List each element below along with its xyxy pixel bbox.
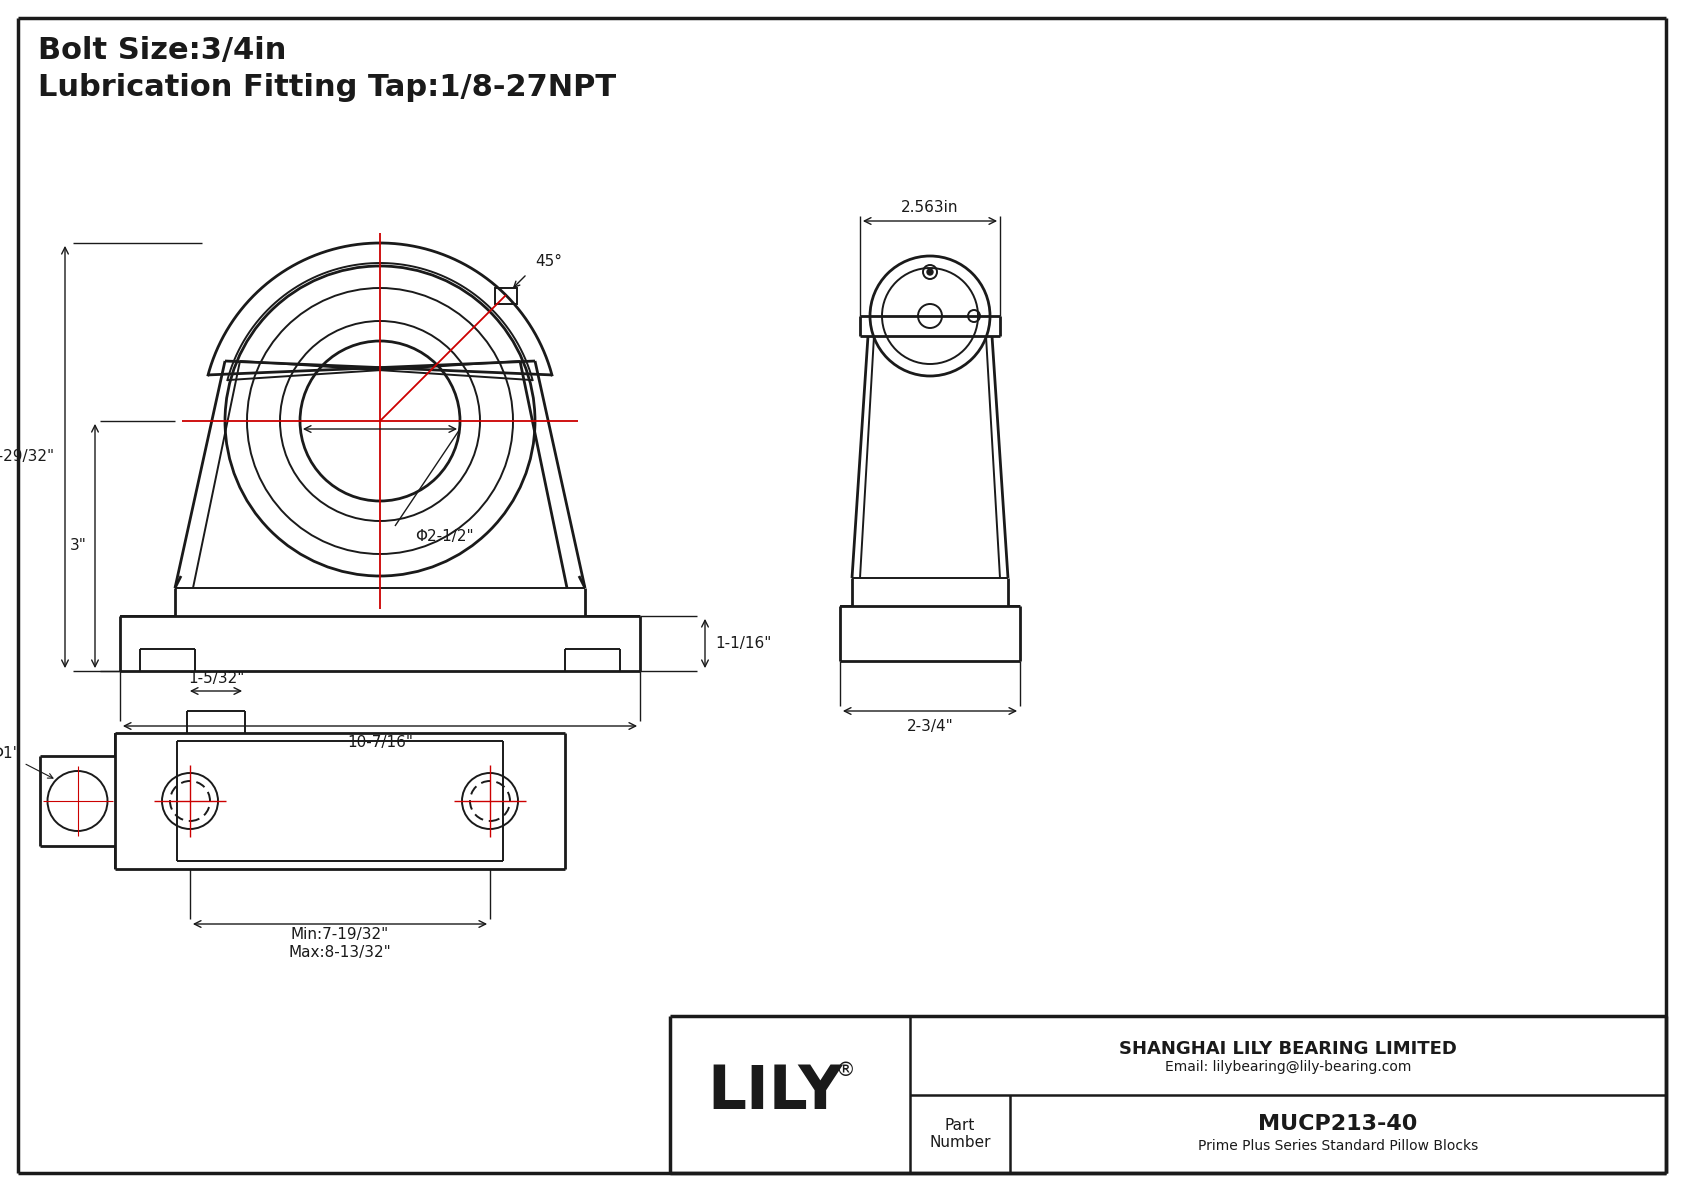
Text: Min:7-19/32": Min:7-19/32" [291, 927, 389, 942]
Text: MUCP213-40: MUCP213-40 [1258, 1114, 1418, 1134]
Text: 5-29/32": 5-29/32" [0, 449, 56, 464]
Text: 1-5/32": 1-5/32" [189, 672, 244, 686]
Text: Bolt Size:3/4in: Bolt Size:3/4in [39, 36, 286, 66]
Text: ®: ® [835, 1061, 855, 1080]
Text: 2-3/4": 2-3/4" [906, 719, 953, 735]
Text: 10-7/16": 10-7/16" [347, 735, 413, 749]
Text: Email: lilybearing@lily-bearing.com: Email: lilybearing@lily-bearing.com [1165, 1060, 1411, 1074]
Text: Prime Plus Series Standard Pillow Blocks: Prime Plus Series Standard Pillow Blocks [1197, 1139, 1479, 1153]
Text: 45°: 45° [536, 254, 562, 269]
Text: LILY: LILY [707, 1064, 842, 1122]
FancyBboxPatch shape [495, 288, 517, 304]
Text: Part
Number: Part Number [930, 1117, 990, 1151]
Circle shape [926, 269, 933, 275]
Text: 2.563in: 2.563in [901, 200, 958, 214]
Text: Φ1": Φ1" [0, 746, 20, 761]
Text: SHANGHAI LILY BEARING LIMITED: SHANGHAI LILY BEARING LIMITED [1120, 1040, 1457, 1059]
Text: Max:8-13/32": Max:8-13/32" [288, 944, 391, 960]
Text: Φ2-1/2": Φ2-1/2" [414, 529, 473, 543]
Text: 3": 3" [71, 538, 88, 554]
Text: Lubrication Fitting Tap:1/8-27NPT: Lubrication Fitting Tap:1/8-27NPT [39, 73, 616, 102]
Text: 1-1/16": 1-1/16" [716, 636, 771, 651]
